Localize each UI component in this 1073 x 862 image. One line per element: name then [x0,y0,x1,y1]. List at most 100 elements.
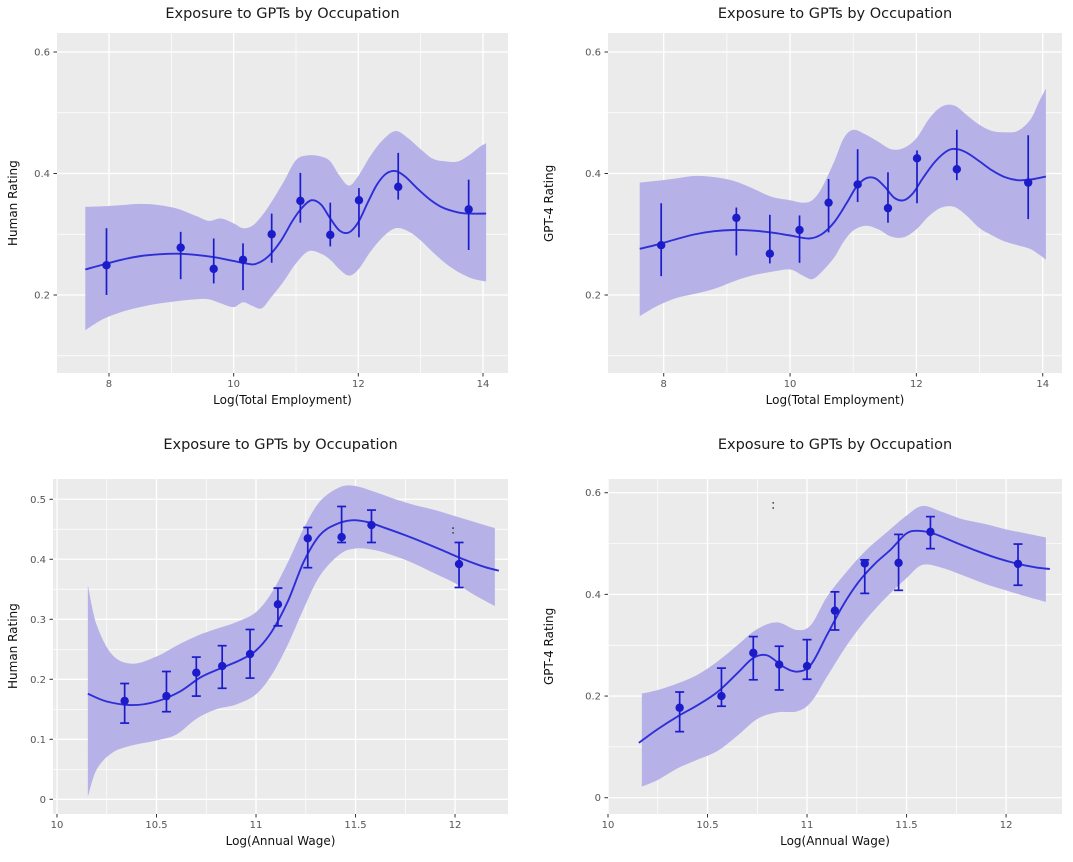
x-tick-label: 10 [227,379,240,390]
x-tick-label: 8 [661,379,667,390]
y-tick-label: 0.5 [30,495,46,506]
x-tick-label: 14 [477,379,490,390]
x-tick-label: 10 [784,379,797,390]
data-point [192,668,201,677]
data-point [952,165,962,174]
data-point [732,213,741,223]
data-point [267,230,276,239]
x-tick-label: 12 [1000,820,1013,831]
x-tick-label: 10.5 [145,820,167,831]
x-tick-label: 11 [801,820,814,831]
y-axis-label: GPT-4 Rating [542,164,556,242]
data-point [802,661,812,671]
y-tick-label: 0.4 [585,169,601,180]
y-tick-label: 0.1 [30,735,46,746]
y-axis-label: Human Rating [6,603,20,690]
chart-cell-gpt4-vs-wage: 10 10.5 11 11.5 12 0 0.2 0.4 0.6 Exposure to GPT… [536,431,1073,862]
data-point [273,600,283,609]
data-point [749,648,758,658]
smooth-line [87,519,500,707]
data-point [824,198,833,207]
data-point [120,696,129,706]
y-tick-label: 0.2 [585,291,601,302]
y-tick-label: 0.6 [585,48,601,59]
data-point [303,534,312,543]
chart-cell-human-vs-employment: 8 10 12 14 0.2 0.4 0.6 Exposure to GPTs by Occ… [0,0,537,431]
y-tick-label: 0.6 [585,488,601,499]
y-tick-label: 0 [40,795,46,806]
data-point [717,691,726,701]
y-tick-label: 0.3 [30,615,46,626]
y-tick-label: 0.2 [30,675,46,686]
data-point [830,606,840,615]
y-tick-label: 0.6 [34,48,50,59]
data-point [774,660,784,669]
data-point [883,203,893,213]
plot-area-gpt4-wage: 10 10.5 11 11.5 12 0 0.2 0.4 0.6 [585,479,1062,831]
data-point [238,255,248,264]
y-tick-label: 0.2 [34,291,50,302]
x-tick-label: 10.5 [696,820,718,831]
data-point [464,205,473,214]
x-tick-label: 10 [51,820,64,831]
x-axis-label: Log(Total Employment) [213,393,352,407]
x-tick-label: 11.5 [344,820,366,831]
y-tick-label: 0.2 [585,692,601,703]
artifact-dot [772,507,775,509]
data-point [1013,559,1023,569]
artifact-dot [452,527,454,529]
plot-area-gpt4-employment: 8 10 12 14 0.2 0.4 0.6 [585,33,1062,390]
confidence-band [85,130,487,331]
x-tick-label: 14 [1036,379,1049,390]
data-point [765,249,775,258]
data-point [912,154,922,163]
confidence-band [641,505,1046,787]
data-point [162,691,171,701]
confidence-band [639,88,1046,317]
smooth-line [638,529,1050,744]
x-tick-label: 8 [106,379,112,390]
y-tick-label: 0.4 [30,555,46,566]
data-point [675,703,684,712]
chart-title: Exposure to GPTs by Occupation [717,6,953,22]
x-tick-label: 10 [602,820,615,831]
data-point [354,196,364,205]
data-point [367,520,376,530]
x-axis-label: Log(Annual Wage) [225,834,336,848]
data-point [296,196,305,206]
chart-title: Exposure to GPTs by Occupation [717,437,953,453]
chart-cell-gpt4-vs-employment: 8 10 12 14 0.2 0.4 0.6 Exposure to GPTs by Occ… [536,0,1073,431]
data-point [337,532,346,542]
y-axis-label: Human Rating [6,160,20,246]
x-tick-label: 11.5 [895,820,917,831]
y-tick-label: 0 [595,793,601,804]
data-point [217,661,227,671]
data-point [894,558,903,568]
x-axis-label: Log(Annual Wage) [780,834,890,848]
data-point [245,649,255,659]
x-tick-label: 12 [352,379,365,390]
artifact-dot [452,531,454,534]
smooth-line [639,147,1047,250]
x-tick-label: 11 [250,820,263,831]
x-tick-label: 12 [449,820,462,831]
artifact-dot [772,501,775,504]
data-point [454,559,464,569]
data-point [326,230,335,240]
data-point [209,264,218,274]
chart-title: Exposure to GPTs by Occupation [165,6,400,22]
data-point [102,261,111,270]
data-point [795,225,804,235]
data-point [176,243,185,252]
smooth-line [85,169,487,271]
y-tick-label: 0.4 [34,169,50,180]
chart-title: Exposure to GPTs by Occupation [163,437,398,453]
y-tick-label: 0.4 [585,590,601,601]
data-point [656,240,666,250]
data-point [860,559,869,568]
x-tick-label: 12 [910,379,923,390]
data-point [1024,178,1033,187]
plot-area-human-wage: 10 10.5 11 11.5 12 0 0.1 0.2 0.3 0.4 0.5 [30,479,508,831]
x-axis-label: Log(Total Employment) [765,393,905,407]
